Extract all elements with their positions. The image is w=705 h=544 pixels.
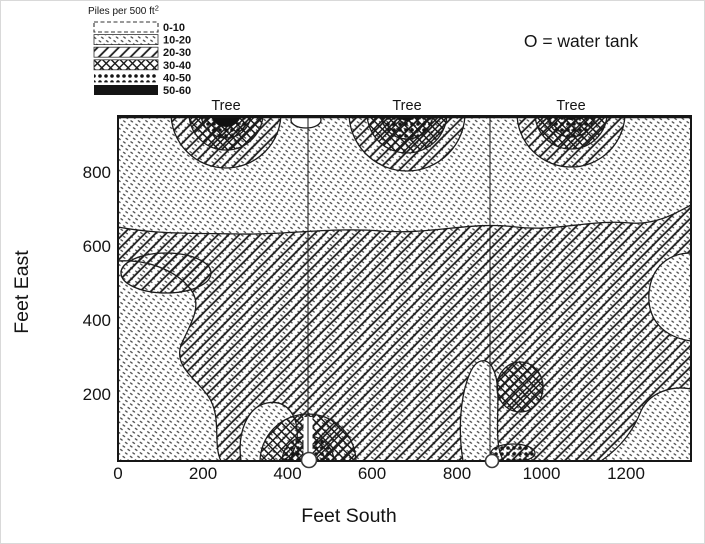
legend-label-20-30: 20-30 [163,47,191,59]
y-tick-200: 200 [83,385,111,404]
x-tick-1200: 1200 [607,464,645,483]
legend-label-30-40: 30-40 [163,60,191,72]
bullseye2-ring-40-50 [380,116,434,140]
x-tick-0: 0 [113,464,122,483]
density-island-20-30-left [120,252,212,294]
tree-label-1: Tree [211,98,240,114]
y-tick-800: 800 [83,163,111,182]
plot-border [117,115,692,462]
legend-swatch-30-40 [93,59,159,71]
tree-bullseye-3 [516,116,626,168]
legend-swatch-20-30 [93,46,159,58]
density-region-40-50-tank2 [490,443,536,461]
water-tank-marker-2 [484,453,500,469]
y-axis-title: Feet East [11,250,33,334]
density-region-20-30-band [118,204,691,461]
y-tick-400: 400 [83,311,111,330]
legend-label-50-60: 50-60 [163,85,191,97]
legend-label-0-10: 0-10 [163,22,185,34]
x-tick-200: 200 [189,464,217,483]
x-tick-600: 600 [358,464,386,483]
legend-label-40-50: 40-50 [163,72,191,84]
tree-bullseye-2 [348,116,466,172]
map-body [118,116,691,461]
tree-bullseye-1 [170,116,282,169]
y-axis-tick-labels: 200 400 600 800 [83,163,111,404]
legend-label-10-20: 10-20 [163,35,191,47]
legend-swatch-40-50 [94,72,158,83]
x-axis-title: Feet South [301,505,396,527]
x-axis-tick-labels: 0 200 400 600 800 1000 1200 [113,464,645,483]
tree-label-2: Tree [392,98,421,114]
legend-swatch-10-20 [93,34,159,45]
legend-swatch-0-10 [93,21,159,33]
bullseye3-ring-40-50 [546,116,596,138]
bullseye1-core-50-60 [210,116,242,127]
water-tank-note: O = water tank [524,31,639,51]
x-tick-800: 800 [443,464,471,483]
legend: Piles per 500 ft2 0-10 10-20 20-30 30-40… [88,4,191,98]
density-region-30-40-tank2 [496,361,544,413]
tree-labels: Tree Tree Tree [211,98,585,114]
tree-label-3: Tree [556,98,585,114]
legend-title-superscript: 2 [155,4,159,13]
y-tick-600: 600 [83,237,111,256]
x-tick-400: 400 [273,464,301,483]
density-pocket-0-10-top [290,116,322,129]
water-tank-marker-1 [300,451,318,469]
legend-title: Piles per 500 ft2 [88,4,159,18]
x-tick-1000: 1000 [523,464,561,483]
legend-swatch-50-60 [94,85,158,95]
